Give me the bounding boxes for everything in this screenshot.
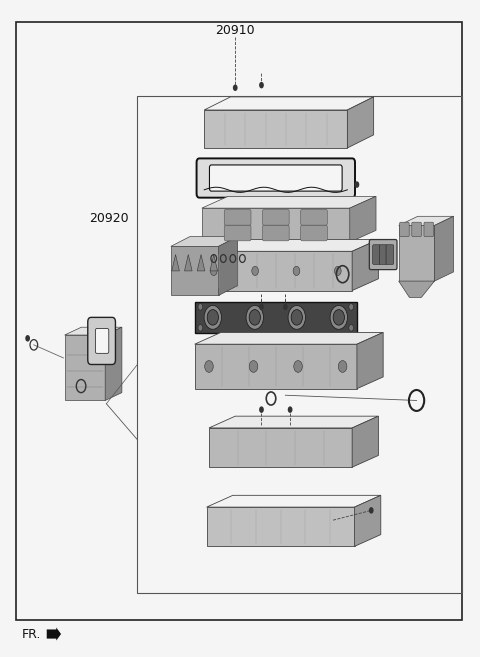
Polygon shape (355, 495, 381, 547)
FancyBboxPatch shape (369, 240, 397, 269)
Polygon shape (209, 416, 378, 428)
Polygon shape (352, 240, 378, 290)
Polygon shape (357, 332, 383, 389)
Circle shape (333, 309, 345, 325)
Polygon shape (195, 332, 383, 344)
FancyBboxPatch shape (300, 210, 327, 225)
FancyBboxPatch shape (400, 222, 409, 237)
Polygon shape (399, 225, 434, 281)
Circle shape (249, 309, 261, 325)
Circle shape (252, 266, 258, 275)
FancyBboxPatch shape (224, 210, 251, 225)
FancyBboxPatch shape (300, 225, 327, 241)
Circle shape (204, 306, 221, 329)
Polygon shape (206, 507, 355, 547)
Polygon shape (350, 196, 376, 242)
Circle shape (259, 304, 264, 310)
FancyBboxPatch shape (372, 245, 380, 264)
Polygon shape (202, 196, 376, 208)
FancyBboxPatch shape (424, 222, 433, 237)
Circle shape (288, 306, 305, 329)
Circle shape (349, 304, 354, 310)
Polygon shape (197, 254, 205, 271)
Bar (195, 302, 357, 333)
Circle shape (293, 266, 300, 275)
Polygon shape (352, 416, 378, 467)
Polygon shape (65, 335, 105, 401)
Circle shape (259, 82, 264, 89)
FancyBboxPatch shape (96, 328, 109, 353)
Polygon shape (210, 254, 217, 271)
Circle shape (349, 325, 354, 331)
Circle shape (249, 361, 258, 373)
Polygon shape (184, 254, 192, 271)
Circle shape (207, 309, 218, 325)
Polygon shape (202, 208, 350, 242)
Polygon shape (199, 240, 378, 251)
Polygon shape (399, 216, 454, 225)
Polygon shape (47, 627, 61, 641)
Polygon shape (399, 281, 434, 298)
Polygon shape (434, 216, 454, 281)
Circle shape (210, 266, 217, 275)
Circle shape (283, 304, 288, 310)
Circle shape (198, 325, 203, 331)
FancyBboxPatch shape (209, 165, 342, 191)
Circle shape (335, 266, 341, 275)
Polygon shape (206, 495, 381, 507)
Text: FR.: FR. (22, 627, 41, 641)
Circle shape (338, 361, 347, 373)
Polygon shape (209, 428, 352, 467)
Polygon shape (199, 251, 352, 290)
Circle shape (204, 361, 213, 373)
FancyBboxPatch shape (412, 222, 421, 237)
FancyBboxPatch shape (379, 245, 387, 264)
Circle shape (291, 309, 302, 325)
Circle shape (259, 406, 264, 413)
FancyBboxPatch shape (224, 225, 251, 241)
Circle shape (288, 406, 292, 413)
Polygon shape (195, 344, 357, 389)
FancyBboxPatch shape (263, 225, 289, 241)
FancyBboxPatch shape (263, 210, 289, 225)
Text: 20910: 20910 (216, 24, 255, 37)
Circle shape (330, 306, 348, 329)
Polygon shape (204, 110, 348, 148)
Polygon shape (171, 246, 218, 296)
Polygon shape (218, 237, 238, 296)
FancyBboxPatch shape (197, 158, 355, 198)
Circle shape (25, 335, 30, 342)
Polygon shape (348, 97, 373, 148)
Polygon shape (172, 254, 180, 271)
Polygon shape (65, 327, 122, 335)
Circle shape (294, 361, 302, 373)
Circle shape (369, 507, 373, 514)
FancyBboxPatch shape (88, 317, 116, 365)
Circle shape (198, 304, 203, 310)
Circle shape (355, 181, 360, 188)
Polygon shape (204, 97, 373, 110)
FancyBboxPatch shape (386, 245, 394, 264)
Polygon shape (171, 237, 238, 246)
Text: 20920: 20920 (89, 212, 129, 225)
Bar (137, 97, 462, 593)
Circle shape (233, 85, 238, 91)
Polygon shape (105, 327, 122, 401)
Circle shape (246, 306, 264, 329)
